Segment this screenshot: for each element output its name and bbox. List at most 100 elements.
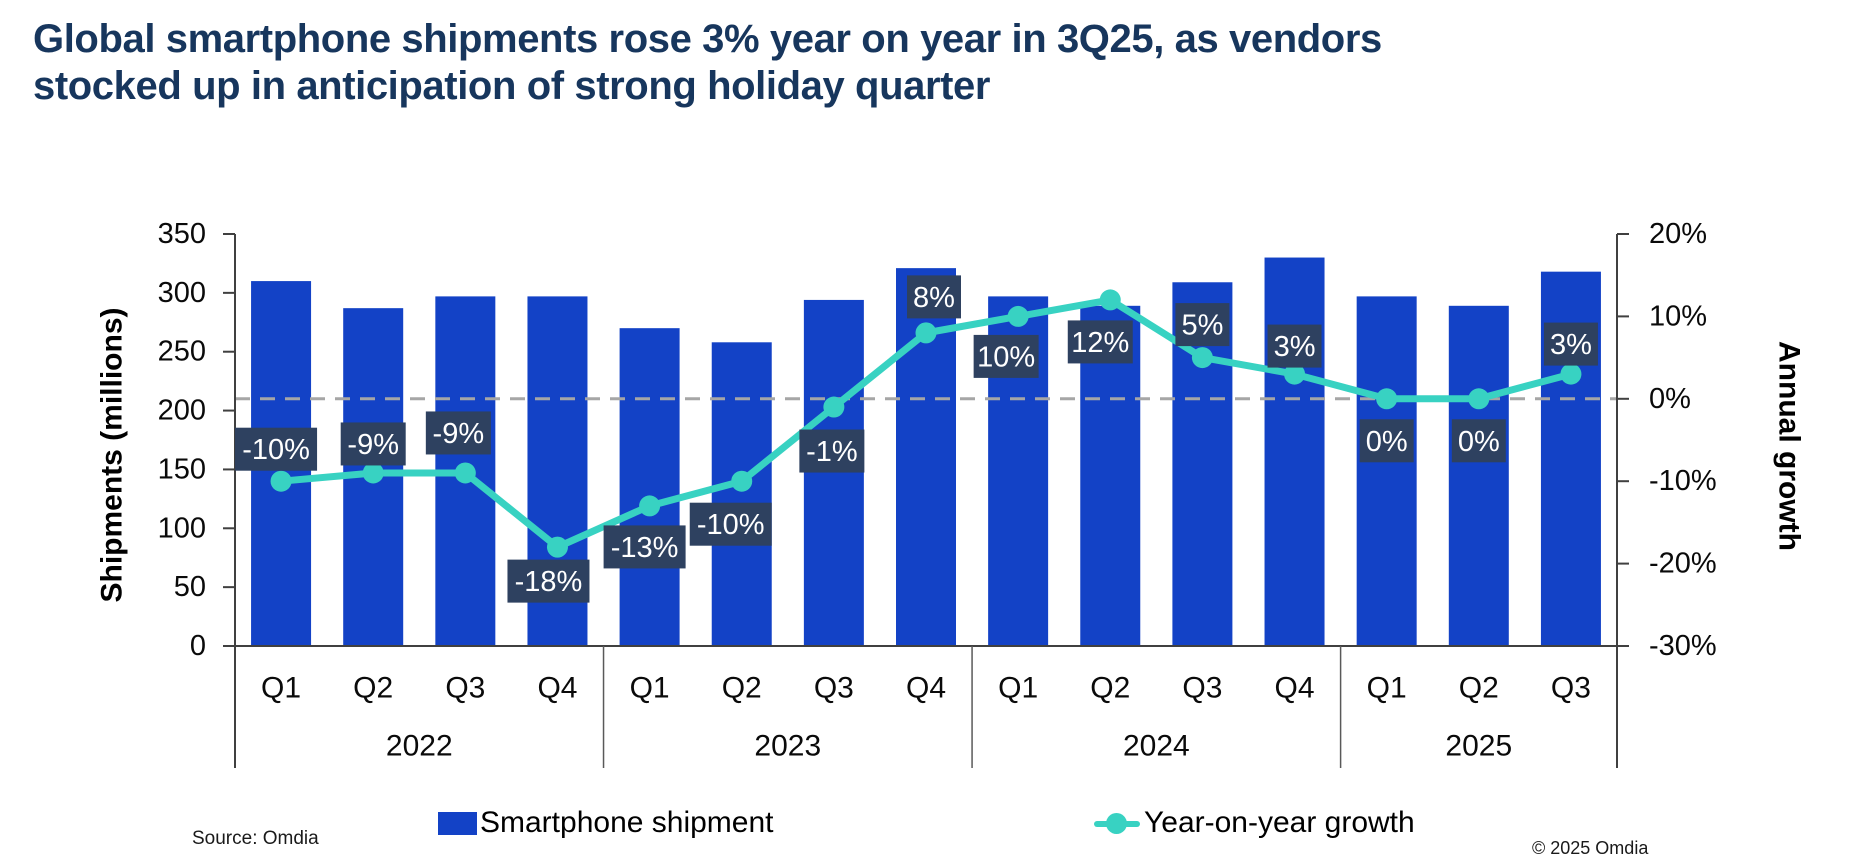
copyright-note: © 2025 Omdia	[1532, 838, 1649, 858]
right-tick-label: 0%	[1649, 383, 1691, 415]
year-label: 2025	[1445, 730, 1512, 763]
growth-point-10	[1191, 347, 1213, 369]
quarter-label: Q4	[1275, 672, 1315, 705]
growth-label-4: -13%	[611, 532, 679, 564]
growth-label-9: 12%	[1071, 327, 1129, 359]
quarter-label: Q2	[1459, 672, 1499, 705]
growth-label-box-1	[340, 422, 406, 466]
growth-point-5	[731, 470, 753, 492]
bar-5	[711, 342, 772, 646]
quarter-label: Q1	[630, 672, 670, 705]
growth-label-box-7	[907, 275, 961, 319]
bar-4	[619, 328, 680, 646]
left-tick-label: 100	[158, 512, 206, 544]
growth-label-11: 3%	[1274, 331, 1316, 363]
legend-label-growth: Year-on-year growth	[1144, 806, 1415, 839]
growth-label-box-5	[689, 502, 772, 546]
year-label: 2024	[1123, 730, 1190, 763]
growth-label-1: -9%	[347, 429, 399, 461]
quarter-label: Q4	[906, 672, 946, 705]
chart-title-line1: Global smartphone shipments rose 3% year…	[33, 17, 1382, 61]
growth-label-7: 8%	[913, 282, 955, 314]
growth-point-8	[1007, 305, 1029, 327]
growth-label-2: -9%	[433, 418, 485, 450]
quarter-label: Q4	[537, 672, 577, 705]
growth-label-14: 3%	[1550, 329, 1592, 361]
growth-label-box-14	[1543, 322, 1598, 366]
growth-label-13: 0%	[1458, 426, 1500, 458]
growth-label-box-10	[1175, 303, 1230, 347]
bar-11	[1264, 257, 1325, 646]
bar-13	[1448, 305, 1509, 646]
quarter-label: Q2	[353, 672, 393, 705]
left-tick-label: 200	[158, 395, 206, 427]
left-tick-label: 50	[174, 571, 206, 603]
chart-title: Global smartphone shipments rose 3% year…	[33, 16, 1533, 110]
right-tick-label: -10%	[1649, 465, 1717, 497]
legend-label-shipment: Smartphone shipment	[480, 806, 774, 839]
growth-label-box-4	[603, 525, 686, 569]
growth-label-box-12	[1359, 419, 1414, 463]
growth-label-5: -10%	[697, 509, 765, 541]
quarter-label: Q2	[722, 672, 762, 705]
bar-12	[1356, 296, 1417, 646]
growth-label-box-0	[235, 427, 318, 471]
growth-label-12: 0%	[1366, 426, 1408, 458]
year-label: 2022	[386, 730, 453, 763]
shipments-growth-chart: 0 50 100 150 200 250 300 350 20% 10% 0% -10% -20% -30…	[96, 218, 1806, 768]
growth-point-3	[546, 536, 568, 558]
left-axis-title: Shipments (millions)	[96, 307, 129, 602]
growth-label-10: 5%	[1181, 310, 1223, 342]
right-tick-label: 20%	[1649, 218, 1707, 250]
right-tick-label: -20%	[1649, 548, 1717, 580]
right-tick-label: -30%	[1649, 630, 1717, 662]
quarter-label: Q1	[998, 672, 1038, 705]
growth-point-11	[1284, 363, 1306, 385]
growth-point-7	[915, 322, 937, 344]
quarter-label: Q3	[814, 672, 854, 705]
growth-label-8: 10%	[977, 341, 1035, 373]
legend-item-growth: Year-on-year growth	[1094, 804, 1415, 842]
bar-swatch-icon	[438, 811, 477, 835]
quarter-label: Q3	[445, 672, 485, 705]
growth-point-1	[362, 462, 384, 484]
line-marker-swatch-icon	[1094, 812, 1140, 835]
quarter-label: Q1	[1367, 672, 1407, 705]
left-tick-label: 150	[158, 453, 206, 485]
growth-label-box-8	[973, 334, 1039, 378]
growth-point-14	[1560, 363, 1582, 385]
growth-label-3: -18%	[515, 566, 583, 598]
chart-title-line2: stocked up in anticipation of strong hol…	[33, 64, 991, 108]
legend-item-shipment: Smartphone shipment	[438, 804, 774, 842]
growth-label-box-13	[1451, 419, 1506, 463]
growth-point-0	[270, 470, 292, 492]
growth-label-0: -10%	[242, 434, 310, 466]
left-tick-label: 300	[158, 277, 206, 309]
left-tick-label: 250	[158, 336, 206, 368]
quarter-label: Q3	[1551, 672, 1591, 705]
chart-legend: Smartphone shipment Year-on-year growth	[0, 804, 1854, 844]
growth-point-6	[823, 396, 845, 418]
growth-point-13	[1468, 388, 1490, 410]
growth-label-box-3	[507, 559, 590, 603]
growth-label-box-6	[799, 429, 865, 473]
growth-point-2	[454, 462, 476, 484]
bar-6	[803, 299, 864, 646]
left-tick-label: 0	[190, 630, 206, 662]
year-label: 2023	[754, 730, 821, 763]
growth-point-4	[639, 495, 661, 517]
left-tick-label: 350	[158, 218, 206, 250]
growth-label-6: -1%	[806, 436, 858, 468]
growth-point-9	[1099, 289, 1121, 311]
growth-point-12	[1376, 388, 1398, 410]
right-axis-title: Annual growth	[1773, 341, 1806, 551]
source-note: Source: Omdia	[192, 828, 319, 849]
right-tick-label: 10%	[1649, 300, 1707, 332]
quarter-label: Q3	[1182, 672, 1222, 705]
quarter-label: Q2	[1090, 672, 1130, 705]
growth-label-box-9	[1067, 320, 1133, 364]
quarter-label: Q1	[261, 672, 301, 705]
growth-label-box-11	[1267, 324, 1322, 368]
growth-label-box-2	[425, 411, 491, 455]
